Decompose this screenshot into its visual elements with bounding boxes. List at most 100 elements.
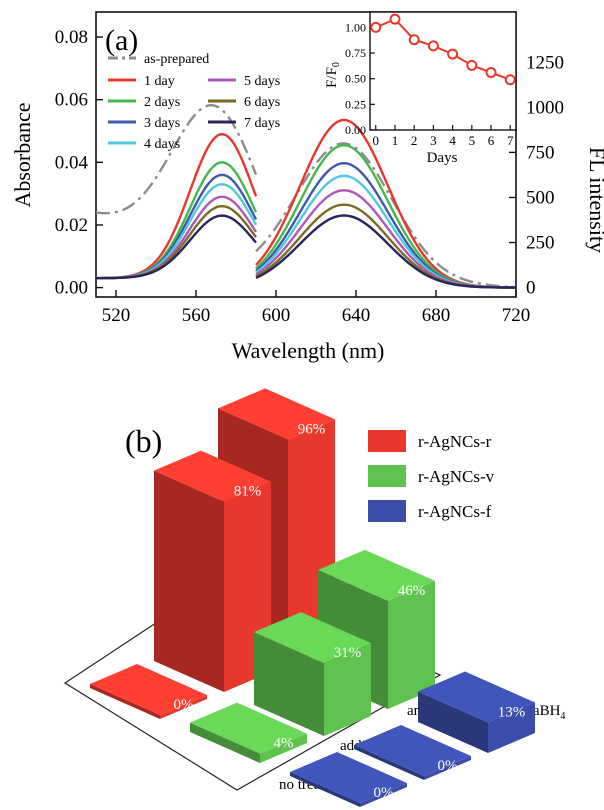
bar-value-label: 4%: [274, 736, 294, 752]
x-tick-label: 520: [102, 305, 131, 326]
x-tick-label: 720: [502, 305, 531, 326]
y2-tick-label: 1250: [526, 52, 564, 73]
x-tick-label: 560: [182, 305, 211, 326]
inset-x-tick-label: 3: [430, 133, 437, 148]
y-tick-label: 0.02: [55, 215, 88, 236]
bar-r-AgNCs-r-1: 81%: [154, 450, 271, 692]
bar-value-label: 0%: [374, 785, 394, 801]
panel-a-spectra-chart: (a) Wavelength (nm) Absorbance FL intens…: [10, 11, 604, 363]
y2-axis-label: FL intensity: [585, 147, 604, 253]
legend-swatch-r-AgNCs-v: [368, 465, 406, 487]
inset-point: [447, 48, 459, 60]
bar-value-label: 96%: [298, 421, 326, 437]
y-tick-label: 0.08: [55, 27, 88, 48]
bar-side-face: [190, 722, 260, 763]
bar-value-label: 31%: [334, 645, 362, 661]
bar-top-face: [318, 549, 435, 601]
bar-r-AgNCs-r-0: 0%: [90, 664, 207, 719]
inset-frame: [369, 11, 517, 131]
inset-x-tick-label: 0: [373, 133, 380, 148]
bar-front-face: [488, 702, 535, 753]
legend-label: 1 day: [144, 74, 175, 89]
bar-top-face: [354, 725, 471, 776]
inset-y-tick-label: 0.25: [345, 97, 366, 111]
y-tick-label: 0.06: [55, 90, 88, 111]
inset-x-tick-label: 6: [488, 133, 495, 148]
bar-front-face: [324, 643, 371, 736]
y2-tick-label: 1000: [526, 97, 564, 118]
bar-front-face: [388, 580, 435, 709]
bar-value-label: 13%: [498, 704, 526, 720]
bar-r-AgNCs-f-1: 0%: [354, 725, 471, 780]
inset-x-tick-label: 4: [449, 133, 456, 148]
inset-y-tick-label: 0.00: [345, 123, 366, 137]
panel-b-3d-bar-chart: (b) annealing +adding NaBH4 adding NaBH4…: [63, 388, 565, 807]
fl-curve-7: [255, 214, 516, 289]
legend-label: 3 days: [144, 116, 180, 131]
y2-tick-label: 500: [526, 187, 555, 208]
legend-label: 7 days: [244, 116, 280, 131]
inset-point: [408, 34, 420, 46]
absorbance-curve-4: [96, 183, 258, 280]
bar-value-label: 81%: [234, 484, 262, 500]
x-tick-label: 640: [342, 305, 371, 326]
bar-r-AgNCs-f-0: 0%: [290, 752, 407, 807]
bar-side-face: [290, 772, 360, 807]
bar-value-label: 0%: [438, 758, 458, 774]
bar-side-face: [418, 691, 488, 753]
inset-y-axis-label: F/F0: [324, 62, 342, 88]
inset-x-tick-label: 5: [469, 133, 476, 148]
x-tick-label: 600: [262, 305, 291, 326]
bar-top-face: [154, 450, 271, 502]
inset-x-axis-label: Days: [427, 150, 458, 166]
y-tick-label: 0.04: [55, 152, 89, 173]
inset-y-tick-label: 0.75: [345, 46, 366, 60]
legend-swatch-r-AgNCs-r: [368, 430, 406, 452]
inset-point: [389, 13, 401, 25]
inset-y-tick-label: 1.00: [345, 20, 366, 34]
inset-x-tick-label: 1: [392, 133, 399, 148]
bar-front-face: [424, 756, 471, 780]
legend-label: 6 days: [244, 95, 280, 110]
legend-label: as-prepared: [144, 52, 209, 67]
y-axis-label: Absorbance: [10, 102, 35, 207]
bar-r-AgNCs-v-1: 31%: [254, 612, 371, 736]
y-tick-label: 0.00: [55, 278, 88, 299]
x-axis-label: Wavelength (nm): [232, 338, 385, 363]
legend-label-r-AgNCs-r: r-AgNCs-r: [418, 432, 492, 451]
y2-tick-label: 0: [526, 278, 536, 299]
fl-curve-4: [255, 174, 516, 289]
bar-side-face: [354, 745, 424, 780]
bar-front-face: [360, 783, 407, 807]
absorbance-curve-7: [96, 214, 257, 280]
legend-label: 4 days: [144, 137, 180, 152]
bar-front-face: [160, 695, 207, 719]
bar-top-face: [218, 388, 335, 440]
inset-point: [485, 67, 497, 79]
fl-curve-5: [255, 189, 516, 289]
bar-top-face: [190, 702, 307, 754]
inset-x-tick-label: 7: [507, 133, 514, 148]
inset-point: [370, 21, 382, 33]
legend-label-r-AgNCs-f: r-AgNCs-f: [418, 502, 492, 521]
panel-b-label: (b): [125, 423, 162, 459]
bar-top-face: [90, 664, 207, 715]
absorbance-curve-0: [95, 103, 258, 215]
bar-r-AgNCs-f-2: 13%: [418, 671, 535, 753]
bar-top-face: [418, 671, 535, 723]
bar-top-face: [290, 752, 407, 803]
y2-tick-label: 750: [526, 142, 555, 163]
inset-x-tick-label: 2: [411, 133, 418, 148]
bar-value-label: 0%: [174, 697, 194, 713]
inset-point: [504, 74, 516, 86]
bar-side-face: [254, 632, 324, 736]
inset-point: [427, 40, 439, 52]
inset-y-tick-label: 0.50: [345, 72, 366, 86]
legend-label: 5 days: [244, 74, 280, 89]
panel-a-label: (a): [105, 24, 138, 57]
bar-value-label: 46%: [398, 583, 426, 599]
y2-tick-label: 250: [526, 233, 555, 254]
plot-frame: [95, 11, 517, 298]
legend-label-r-AgNCs-v: r-AgNCs-v: [418, 467, 495, 486]
